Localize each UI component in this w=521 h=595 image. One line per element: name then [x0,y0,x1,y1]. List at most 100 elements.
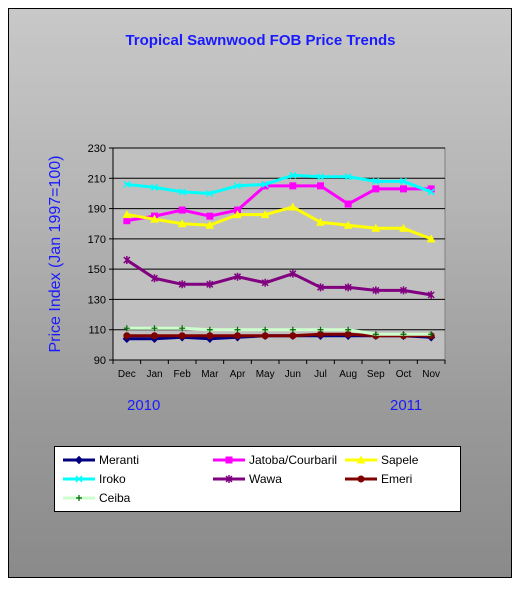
data-point-iroko-apr [233,182,242,190]
data-point-ceiba-feb [179,325,186,332]
data-point-iroko-mar [206,189,214,197]
data-point-sapele-may [260,210,270,219]
data-point-jatoba-courbaril-sep [372,185,380,193]
data-point-emeri-apr [234,332,241,340]
legend-label-ceiba: Ceiba [99,491,131,505]
data-point-ceiba-sep [372,331,379,338]
data-point-iroko-oct [399,177,408,185]
y-tick-label-90: 90 [94,355,106,367]
data-point-iroko-jun [289,171,297,179]
series-line-jatoba-courbaril [126,184,432,223]
legend-swatch-wawa [213,475,245,483]
data-point-jatoba-courbaril-aug [344,200,352,208]
data-point-sapele-feb [177,219,187,228]
data-point-emeri-may [261,332,269,340]
data-point-ceiba-jan [151,325,158,332]
data-point-jatoba-courbaril-oct [400,185,407,193]
legend-item-sapele: Sapele [343,452,418,468]
data-point-wawa-aug [344,283,352,292]
data-point-ceiba-oct [400,331,407,338]
year-label-2011: 2011 [390,397,423,414]
x-tick-label-may: May [256,369,275,380]
data-point-ceiba-apr [234,326,241,333]
data-point-wawa-jul [316,283,325,292]
year-label-2010: 2010 [127,397,161,414]
legend-label-sapele: Sapele [381,453,419,467]
legend-item-iroko: Iroko [61,471,126,487]
legend-item-meranti: Meranti [61,452,139,468]
x-tick-label-feb: Feb [174,369,192,380]
legend-swatch-marker [225,456,233,464]
legend-label-iroko: Iroko [99,472,126,486]
x-tick-label-jan: Jan [146,369,162,380]
legend-swatch-ceiba [63,495,95,501]
data-point-wawa-mar [206,280,214,289]
legend-item-emeri: Emeri [343,471,412,487]
legend: Meranti Jatoba/Courbaril Sapele Iroko Wawa Em… [54,446,461,512]
legend-swatch-iroko [63,475,95,483]
data-point-sapele-aug [343,220,353,229]
series-line-sapele [126,205,432,241]
data-point-ceiba-dec [123,325,130,332]
chart-title: Tropical Sawnwood FOB Price Trends [125,32,396,49]
series-emeri [123,330,435,340]
data-point-iroko-dec [123,180,131,188]
legend-swatch-marker [225,475,233,483]
legend-swatch-emeri [345,475,377,483]
legend-item-ceiba: Ceiba [61,490,130,506]
legend-swatch-marker [75,475,83,483]
data-point-sapele-jun [288,202,298,211]
data-point-ceiba-jul [317,326,324,333]
data-point-emeri-mar [206,332,214,340]
data-point-jatoba-courbaril-dec [123,217,131,225]
y-tick-label-210: 210 [88,173,106,185]
data-point-emeri-jun [289,332,297,340]
series-ceiba [123,325,435,338]
x-tick-label-sep: Sep [367,369,385,380]
legend-swatch-meranti [63,455,95,465]
x-tick-label-apr: Apr [230,369,246,380]
data-point-sapele-mar [205,220,215,229]
data-point-wawa-jun [289,269,297,278]
data-point-wawa-sep [372,286,380,295]
data-point-emeri-dec [123,332,131,340]
data-point-iroko-sep [372,177,380,185]
data-point-jatoba-courbaril-feb [178,206,186,214]
series-line-emeri [126,332,432,338]
series-sapele [122,202,436,243]
legend-label-meranti: Meranti [99,453,140,467]
y-tick-label-230: 230 [88,143,106,155]
y-tick-label-130: 130 [88,294,106,306]
series-line-iroko [126,173,432,195]
data-point-wawa-feb [178,280,186,289]
data-point-ceiba-mar [206,326,213,333]
x-tick-label-dec: Dec [118,369,136,380]
legend-item-jatoba-courbaril: Jatoba/Courbaril [211,452,337,468]
legend-label-jatoba-courbaril: Jatoba/Courbaril [249,453,338,467]
y-tick-label-170: 170 [88,234,106,246]
x-tick-label-jul: Jul [314,369,327,380]
y-tick-label-190: 190 [88,204,106,216]
data-point-wawa-apr [233,272,242,281]
legend-item-wawa: Wawa [211,471,282,487]
data-point-iroko-may [261,180,269,188]
x-tick-label-oct: Oct [396,369,412,380]
data-point-sapele-nov [426,234,436,243]
data-point-sapele-sep [371,223,381,232]
series-line-ceiba [126,326,432,336]
series-line-wawa [126,258,432,297]
data-point-sapele-jul [316,217,325,226]
legend-swatch-marker [74,455,84,465]
data-point-wawa-oct [399,286,408,295]
legend-swatch-jatoba-courbaril [213,456,245,464]
legend-swatch-marker [357,475,365,483]
y-tick-label-110: 110 [88,325,106,337]
data-point-wawa-nov [427,290,435,299]
data-point-iroko-feb [178,188,186,196]
legend-swatch-sapele [345,455,377,464]
data-point-ceiba-may [262,326,269,333]
legend-label-emeri: Emeri [381,472,413,486]
x-tick-label-mar: Mar [201,369,219,380]
y-tick-label-150: 150 [88,264,106,276]
